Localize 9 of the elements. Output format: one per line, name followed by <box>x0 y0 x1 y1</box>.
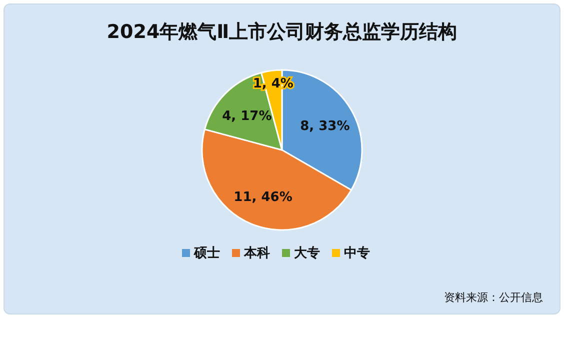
data-label: 11, 46% <box>234 190 292 205</box>
data-label: 8, 33% <box>300 119 350 134</box>
text: 资料来源：公开信息 <box>444 291 543 304</box>
legend-label: 中专 <box>344 245 370 261</box>
data-label: 4, 17% <box>222 108 272 124</box>
legend-label: 本科 <box>243 246 270 261</box>
legend-label: 硕士 <box>193 246 220 261</box>
legend-label: 大专 <box>294 245 320 261</box>
chart-title: 2024年燃气Ⅱ上市公司财务总监学历结构 <box>106 21 458 43</box>
